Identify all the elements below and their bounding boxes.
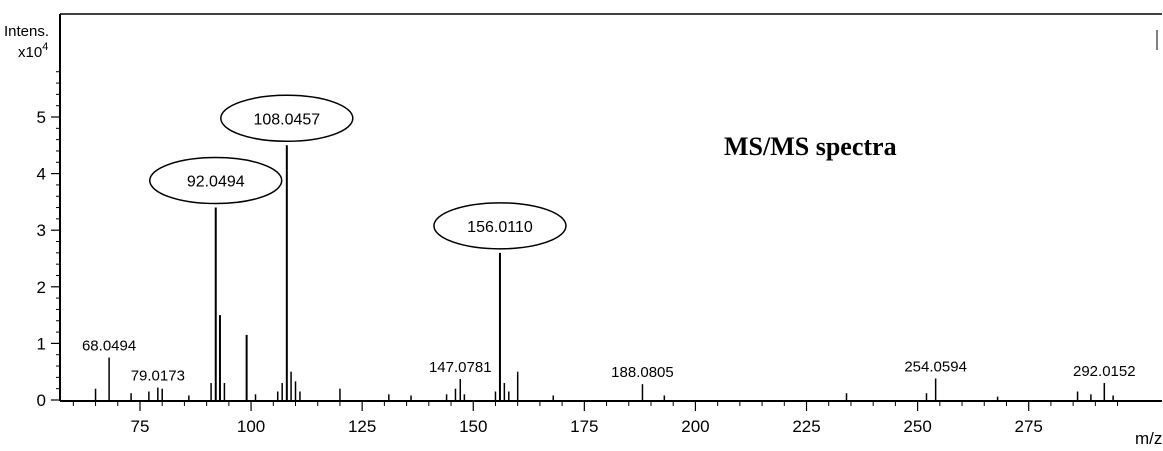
peak-label: 292.0152	[1073, 363, 1136, 380]
peak-annotation-ellipse	[148, 156, 283, 205]
y-axis-scale: x104	[18, 41, 48, 61]
y-axis-label: Intens.	[4, 23, 49, 40]
peak-label: 147.0781	[429, 359, 492, 376]
y-tick-label: 5	[37, 108, 46, 127]
x-tick-label: 75	[131, 417, 150, 436]
peak-annotation-ellipse	[220, 94, 354, 143]
axes: 75 100 125 150 175 200 225 250 275 0 1 2 3 4 5	[37, 13, 1162, 436]
y-tick-label: 2	[37, 278, 46, 297]
annotated-peak-label: 156.0110	[467, 219, 533, 236]
peak-label: 254.0594	[904, 358, 967, 375]
y-tick-label: 1	[37, 334, 46, 353]
peak-label: 79.0173	[131, 368, 185, 385]
x-tick-label: 250	[903, 417, 931, 436]
peaks	[94, 145, 1114, 400]
x-tick-label: 275	[1015, 417, 1043, 436]
y-axis-scale-exponent: 4	[42, 41, 48, 53]
peak-annotations: 92.0494 108.0457 156.0110	[148, 94, 567, 250]
x-tick-label: 200	[681, 417, 709, 436]
x-tick-label: 150	[459, 417, 487, 436]
peak-labels: 68.0494 79.0173 147.0781 188.0805 254.0594 29…	[82, 338, 1136, 385]
peak-label: 68.0494	[82, 338, 136, 355]
x-tick-label: 125	[348, 417, 376, 436]
y-tick-label: 4	[37, 165, 46, 184]
x-tick-label: 225	[792, 417, 820, 436]
annotated-peak-label: 108.0457	[253, 111, 320, 128]
x-tick-label: 175	[570, 417, 598, 436]
x-tick-label: 100	[237, 417, 265, 436]
chart-title: MS/MS spectra	[724, 132, 897, 161]
peak-annotation-ellipse	[433, 202, 567, 250]
peak-label: 188.0805	[611, 364, 674, 381]
y-axis-scale-base: x10	[18, 44, 42, 61]
annotated-peak-label: 92.0494	[187, 174, 245, 191]
x-axis-label: m/z	[1135, 429, 1162, 448]
y-tick-label: 0	[37, 391, 46, 410]
y-tick-label: 3	[37, 221, 46, 240]
